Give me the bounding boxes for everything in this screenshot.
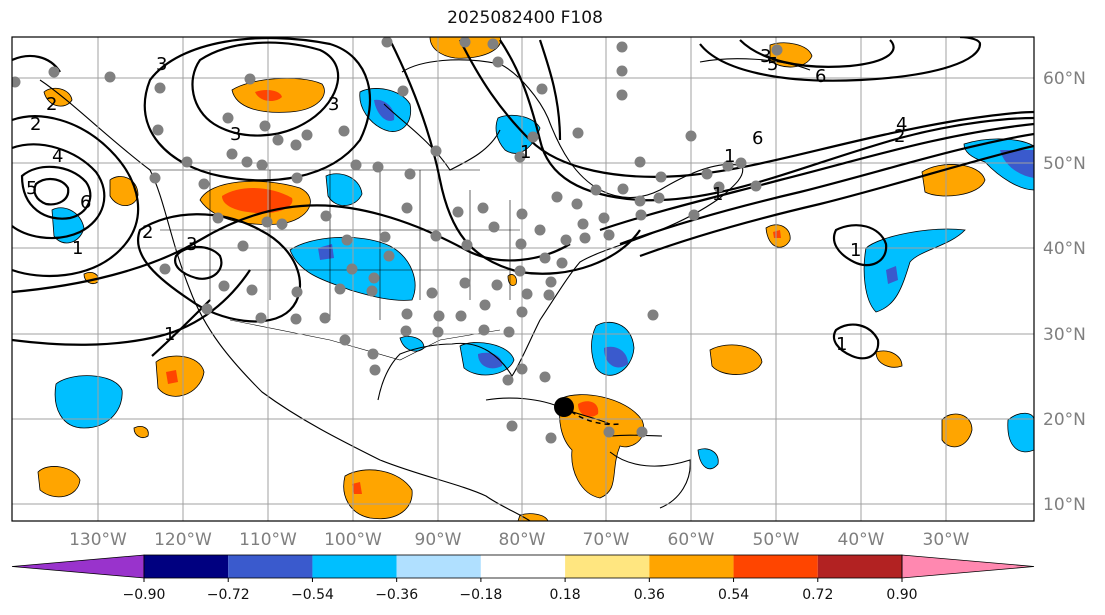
contour-label: 5 [767,54,778,75]
lon-label: 80°W [499,530,546,550]
lon-label: 90°W [415,530,462,550]
colorbar-tick-label: −0.54 [291,587,334,603]
station-dots [12,37,783,444]
colorbar [11,554,1035,579]
colorbar-tick-label: 0.54 [718,587,749,603]
lat-label: 20°N [1043,410,1086,430]
contour-label: 1 [850,240,861,261]
lat-label: 50°N [1043,154,1086,174]
storm-track [563,405,621,426]
contour-label: 1 [72,238,83,259]
contour-label: 1 [712,184,723,205]
contour-label: 2 [46,94,57,115]
colorbar-tick-label: 0.36 [634,587,665,603]
lon-label: 50°W [753,530,800,550]
gridlines [12,37,1034,521]
colorbar-tick-label: −0.18 [459,587,502,603]
contour-label: 1 [520,142,531,163]
contour-label: 3 [186,234,197,255]
map-title: 2025082400 F108 [447,8,603,28]
contour-label: 5 [26,178,37,199]
contour-label: 1 [164,324,175,345]
lat-label: 60°N [1043,69,1086,89]
contour-label: 3 [328,94,339,115]
colorbar-tick-label: 0.18 [550,587,581,603]
colorbar-segment [565,555,650,578]
contour-label: 6 [752,128,763,149]
lon-label: 100°W [324,530,382,550]
colorbar-tick-label: 0.72 [802,587,833,603]
pressure-contours [12,37,1034,360]
longitude-labels: 130°W 120°W 110°W 100°W 90°W 80°W 70°W 6… [69,530,970,550]
colorbar-frame [143,554,903,579]
colorbar-segment [312,555,397,578]
lat-label: 30°N [1043,325,1086,345]
lon-label: 30°W [923,530,970,550]
lat-label: 40°N [1043,239,1086,259]
colorbar-segment [144,555,229,578]
contour-label: 4 [52,146,63,167]
contour-label: 3 [230,124,241,145]
storm-marker [554,397,574,417]
contour-label: 1 [724,146,735,167]
lon-label: 110°W [239,530,297,550]
colorbar-segment [817,555,902,578]
colorbar-segment [480,555,566,578]
lon-label: 60°W [668,530,715,550]
colorbar-extension-low [11,554,145,579]
colorbar-ticks: −0.90 −0.72 −0.54 −0.36 −0.18 0.18 0.36 0.54 0.7… [123,578,918,603]
contour-label: 2 [30,114,41,135]
colorbar-tick-label: −0.90 [123,587,166,603]
colorbar-segment [649,555,734,578]
colorbar-segment [228,555,313,578]
colorbar-tick-label: −0.36 [375,587,418,603]
lon-label: 120°W [154,530,212,550]
contour-label: 1 [836,334,847,355]
colorbar-extension-high [901,554,1035,579]
contour-label: 4 [896,114,907,135]
contour-label: 2 [894,126,905,147]
colorbar-segment [733,555,818,578]
contour-label: 6 [815,66,826,87]
colorbar-segment [396,555,481,578]
lon-label: 130°W [69,530,127,550]
lat-label: 10°N [1043,495,1086,515]
lon-label: 70°W [583,530,630,550]
lon-label: 40°W [838,530,885,550]
contour-label: 2 [142,222,153,243]
latitude-labels: 60°N 50°N 40°N 30°N 20°N 10°N [1043,69,1086,515]
contour-label: 6 [80,192,91,213]
map-frame [11,36,1035,522]
contour-label: 3 [760,46,771,67]
contour-label: 3 [156,54,167,75]
colorbar-tick-label: 0.90 [886,587,917,603]
colorbar-tick-label: −0.72 [207,587,250,603]
contour-label-group: 3 3 2 4 5 6 1 2 3 1 3 1 6 4 2 5 6 1 1 1 … [26,46,907,355]
